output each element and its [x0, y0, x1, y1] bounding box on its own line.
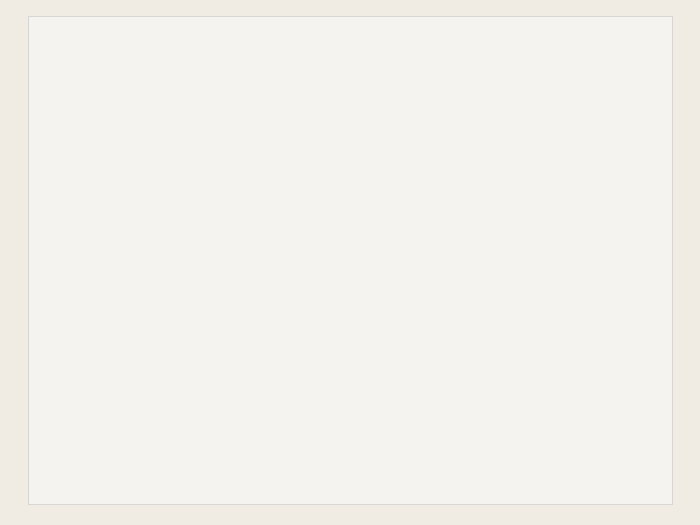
Text: $\delta$ =: $\delta$ = — [434, 453, 463, 471]
Polygon shape — [194, 94, 198, 462]
Ellipse shape — [167, 459, 197, 465]
Ellipse shape — [355, 91, 386, 98]
Polygon shape — [356, 94, 386, 462]
Ellipse shape — [360, 85, 382, 89]
Text: x: x — [414, 351, 422, 363]
Text: P: P — [378, 22, 389, 37]
Text: $\delta = \int_0^L \frac{N_x}{A_x E_x}\, dx$: $\delta = \int_0^L \frac{N_x}{A_x E_x}\,… — [434, 259, 547, 297]
Polygon shape — [167, 94, 170, 462]
Ellipse shape — [355, 459, 386, 465]
Text: 8 kN/m: 8 kN/m — [74, 470, 118, 483]
Text: P: P — [189, 22, 200, 37]
Polygon shape — [360, 87, 382, 105]
Polygon shape — [167, 94, 198, 462]
Polygon shape — [179, 94, 185, 462]
Polygon shape — [368, 94, 374, 462]
Text: 3 m: 3 m — [226, 272, 250, 285]
Ellipse shape — [167, 91, 197, 98]
Text: Determine the elongation of the shaft.  $\it{AE}$ is constant.: Determine the elongation of the shaft. $… — [49, 37, 503, 59]
Polygon shape — [356, 94, 359, 462]
Polygon shape — [383, 94, 386, 462]
Polygon shape — [171, 87, 193, 105]
Text: 7-5: 7-5 — [630, 147, 665, 166]
Ellipse shape — [171, 85, 193, 89]
